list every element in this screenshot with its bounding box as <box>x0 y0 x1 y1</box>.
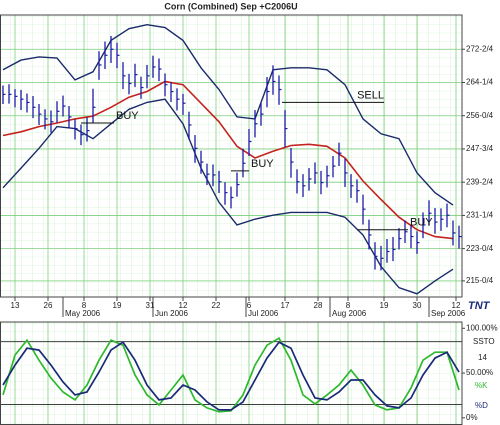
y-tick-label: 264-1/4 <box>466 78 494 87</box>
y-tick-label: 256-0/4 <box>466 111 494 120</box>
indicator-period: 14 <box>478 353 487 362</box>
x-tick-label: 17 <box>281 301 290 310</box>
month-tick-label: Jun 2006 <box>155 309 188 318</box>
chart-title: Corn (Combined) Sep +C2006U <box>164 1 297 11</box>
x-tick-label: 26 <box>44 301 53 310</box>
line <box>2 98 454 295</box>
x-tick-label: 28 <box>314 301 323 310</box>
y-tick-label: 50.00% <box>466 368 493 377</box>
y-tick-label: 223-0/4 <box>466 244 494 253</box>
y-tick-label: 231-1/4 <box>466 211 494 220</box>
x-tick-label: 31 <box>146 301 155 310</box>
y-tick-label: 272-2/4 <box>466 44 494 53</box>
y-tick-label: 215-0/4 <box>466 276 494 285</box>
line <box>2 23 454 206</box>
y-tick-label: 100.00% <box>466 323 498 332</box>
y-tick-label: 239-2/4 <box>466 177 494 186</box>
y-tick-label: 247-3/4 <box>466 144 494 153</box>
signal-label: BUY <box>410 217 433 229</box>
oscillator-line <box>2 341 460 411</box>
price-panel-bg <box>0 15 462 297</box>
x-tick-label: 12 <box>179 301 188 310</box>
x-tick-label: 22 <box>212 301 221 310</box>
signal-label: BUY <box>251 158 274 170</box>
x-tick-label: 19 <box>380 301 389 310</box>
month-tick-label: Sep 2006 <box>431 309 466 318</box>
indicator-title: SSTO <box>473 337 495 346</box>
month-tick-label: Jul 2006 <box>248 309 279 318</box>
price-panel-frame <box>0 14 463 298</box>
signal-label: BUY <box>116 110 139 122</box>
logo: TNT <box>468 300 491 312</box>
signal-label: SELL <box>357 89 384 101</box>
x-tick-label: 19 <box>113 301 122 310</box>
x-tick-label: 30 <box>413 301 422 310</box>
x-tick-label: 13 <box>11 301 20 310</box>
oscillator-line <box>2 337 460 413</box>
y-tick-label: 0% <box>466 413 478 422</box>
x-tick-label: 8 <box>346 301 351 310</box>
legend-entry: %D <box>475 401 488 410</box>
oscillator-panel-bg <box>0 322 462 425</box>
month-tick-label: May 2006 <box>65 309 101 318</box>
x-tick-label: 12 <box>452 301 461 310</box>
x-tick-label: 8 <box>82 301 87 310</box>
plot-layer: 272-2/4 264-1/4 256-0/4 247-3/4 239-2/4 231-1… <box>0 15 498 425</box>
month-tick-label: Aug 2006 <box>332 309 367 318</box>
legend-entry: %K <box>475 381 488 390</box>
line <box>2 80 454 240</box>
x-tick-label: 6 <box>247 301 252 310</box>
